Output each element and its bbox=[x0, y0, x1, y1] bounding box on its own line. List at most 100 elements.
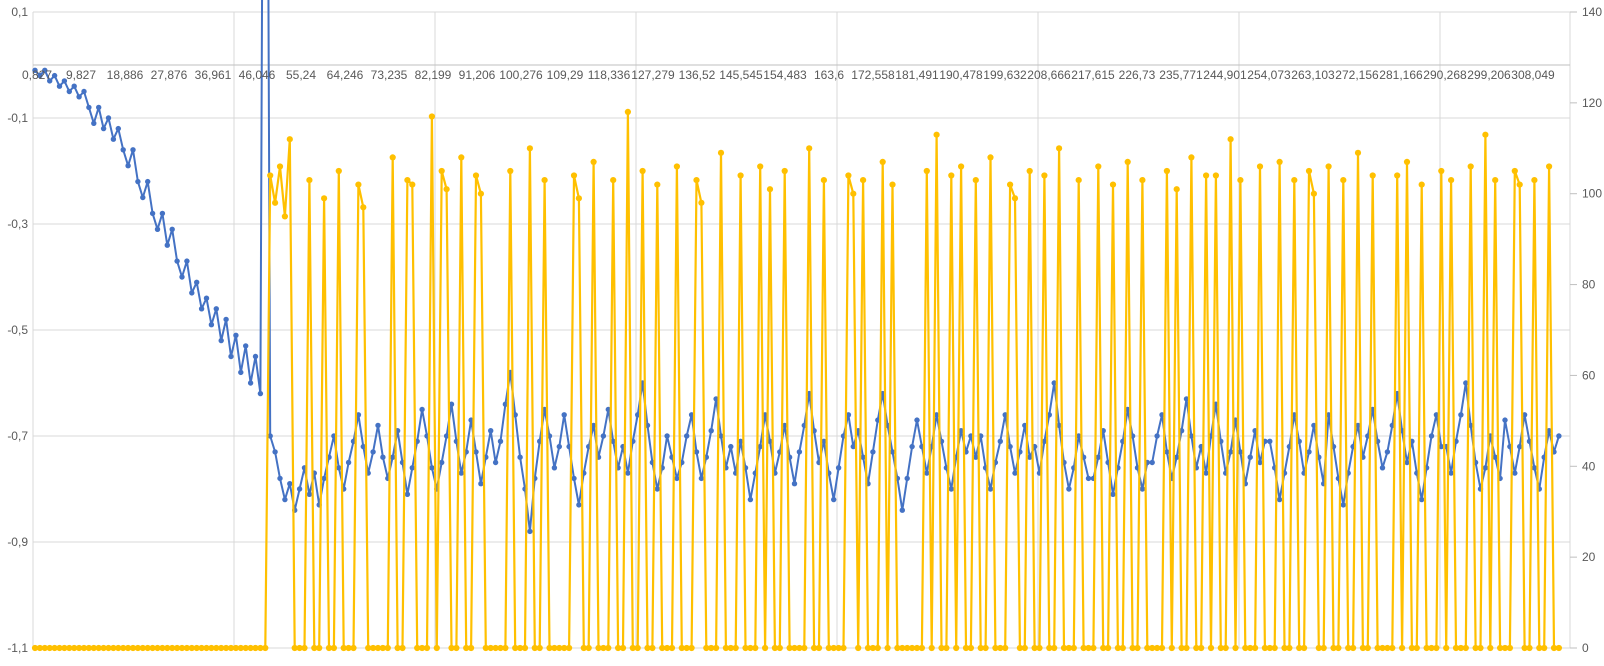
series-yellow-marker bbox=[1261, 644, 1268, 652]
series-yellow-marker bbox=[1350, 644, 1357, 652]
series-blue-marker bbox=[1492, 454, 1498, 460]
series-blue-marker bbox=[282, 496, 288, 503]
series-yellow-marker bbox=[1065, 644, 1072, 652]
series-yellow-marker bbox=[742, 644, 749, 652]
x-axis-tick-label: 290,268 bbox=[1423, 68, 1467, 82]
series-blue-marker bbox=[1085, 475, 1092, 482]
series-blue-marker bbox=[698, 475, 705, 482]
series-yellow-marker bbox=[928, 644, 935, 652]
series-blue-marker bbox=[497, 438, 504, 444]
series-blue-marker bbox=[821, 438, 827, 444]
series-yellow-marker bbox=[316, 644, 323, 652]
series-yellow-marker bbox=[556, 644, 563, 652]
series-yellow-marker bbox=[1555, 644, 1562, 652]
series-yellow-marker bbox=[384, 644, 391, 652]
series-yellow-marker bbox=[1124, 158, 1131, 165]
series-blue-marker bbox=[933, 412, 940, 418]
right-axis-tick-label: 140 bbox=[1582, 5, 1602, 19]
series-blue-marker bbox=[1056, 422, 1062, 429]
series-yellow-marker bbox=[732, 644, 739, 652]
series-blue-marker bbox=[718, 433, 724, 439]
series-yellow-marker bbox=[766, 186, 774, 193]
series-yellow-marker bbox=[1296, 644, 1303, 652]
series-blue-marker bbox=[429, 465, 435, 471]
series-yellow-marker bbox=[355, 181, 362, 188]
series-yellow-marker bbox=[1384, 644, 1391, 652]
series-yellow-marker bbox=[330, 644, 337, 652]
series-yellow-marker bbox=[227, 644, 235, 652]
series-yellow-marker bbox=[551, 644, 558, 652]
series-blue-marker bbox=[159, 210, 166, 217]
series-yellow-marker bbox=[1237, 177, 1244, 184]
series-blue-marker bbox=[1419, 496, 1425, 503]
series-yellow-marker bbox=[1105, 644, 1112, 652]
series-yellow-marker bbox=[252, 644, 259, 652]
series-yellow-marker bbox=[1320, 644, 1327, 652]
series-yellow-marker bbox=[1051, 644, 1058, 652]
series-yellow-marker bbox=[585, 644, 592, 652]
series-blue-marker bbox=[571, 475, 577, 482]
x-axis-tick-label: 91,206 bbox=[459, 68, 496, 82]
series-yellow-marker bbox=[595, 644, 602, 652]
series-yellow-marker bbox=[1041, 172, 1048, 179]
series-yellow-marker bbox=[909, 644, 916, 652]
series-blue-marker bbox=[860, 454, 866, 460]
series-blue-marker bbox=[306, 491, 313, 497]
series-yellow-marker bbox=[154, 644, 161, 652]
series-blue-marker bbox=[247, 380, 254, 386]
left-axis-tick-label: -0,1 bbox=[7, 111, 28, 125]
series-yellow-marker bbox=[1354, 149, 1362, 156]
series-blue-marker bbox=[1095, 454, 1102, 460]
series-blue-marker bbox=[1188, 433, 1195, 439]
series-yellow-marker bbox=[193, 644, 200, 652]
series-blue-marker bbox=[997, 438, 1003, 444]
series-blue-marker bbox=[51, 72, 58, 79]
series-yellow-marker bbox=[1550, 644, 1558, 652]
series-yellow-marker bbox=[698, 199, 705, 206]
series-yellow-marker bbox=[1428, 644, 1435, 652]
series-blue-marker bbox=[1404, 459, 1410, 466]
series-yellow-marker bbox=[796, 644, 803, 652]
series-yellow-marker bbox=[752, 644, 759, 652]
series-yellow-marker bbox=[389, 154, 396, 161]
series-yellow-marker bbox=[1291, 177, 1298, 184]
series-blue-marker bbox=[1482, 465, 1489, 471]
series-yellow-marker bbox=[1134, 644, 1141, 652]
series-yellow-marker bbox=[477, 190, 484, 197]
series-blue-marker bbox=[130, 147, 136, 153]
x-axis-tick-label: 208,666 bbox=[1027, 68, 1071, 82]
series-yellow-marker bbox=[757, 163, 764, 170]
series-yellow-marker bbox=[458, 154, 465, 161]
series-blue-marker bbox=[1340, 502, 1347, 508]
right-axis-tick-label: 120 bbox=[1582, 96, 1602, 110]
series-blue-marker bbox=[1502, 417, 1508, 423]
series-blue-marker bbox=[223, 316, 229, 323]
series-yellow-marker bbox=[497, 644, 504, 652]
series-blue-marker bbox=[1164, 449, 1170, 455]
series-blue-marker bbox=[154, 226, 161, 232]
series-yellow-marker bbox=[546, 644, 553, 652]
series-yellow-marker bbox=[198, 644, 205, 652]
x-axis-tick-label: 190,478 bbox=[939, 68, 983, 82]
series-yellow-marker bbox=[1178, 644, 1185, 652]
x-axis-tick-label: 73,235 bbox=[371, 68, 408, 82]
series-yellow-marker bbox=[129, 644, 137, 652]
series-blue-marker bbox=[272, 449, 278, 455]
series-blue-marker bbox=[1458, 412, 1464, 418]
series-yellow-marker bbox=[1016, 644, 1024, 652]
series-yellow-marker bbox=[41, 644, 48, 652]
series-yellow-marker bbox=[159, 644, 166, 652]
series-yellow-marker bbox=[1281, 644, 1288, 652]
series-blue-marker bbox=[1237, 449, 1244, 455]
x-axis-tick-label: 172,558 bbox=[851, 68, 895, 82]
series-yellow-marker bbox=[247, 644, 254, 652]
series-yellow-marker bbox=[1036, 644, 1043, 652]
series-yellow-marker bbox=[517, 644, 524, 652]
series-yellow-marker bbox=[737, 172, 744, 179]
series-blue-marker bbox=[296, 486, 303, 492]
series-blue-marker bbox=[1512, 470, 1518, 476]
series-yellow-marker bbox=[374, 644, 382, 652]
series-yellow-marker bbox=[1374, 644, 1381, 652]
series-yellow-marker bbox=[1526, 644, 1533, 652]
